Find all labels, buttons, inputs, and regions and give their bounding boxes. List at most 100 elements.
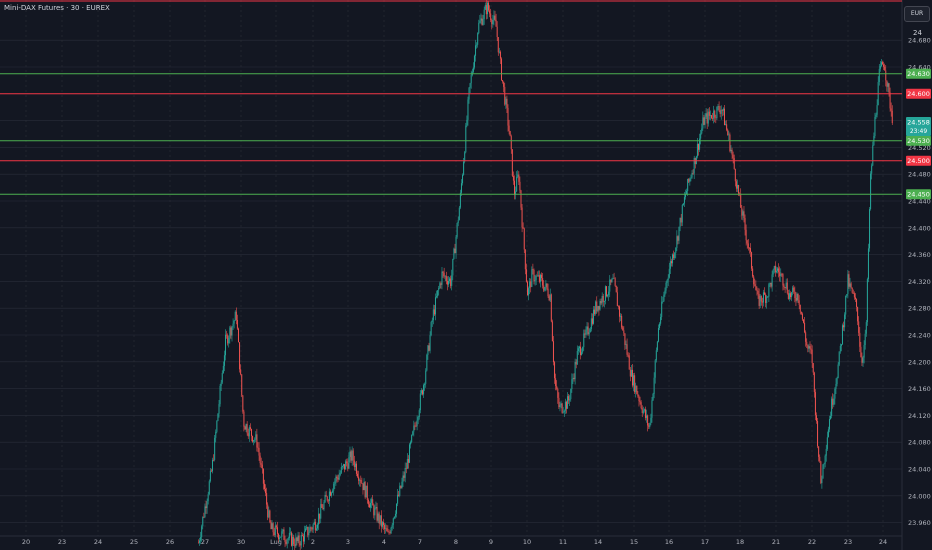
- candle-body: [771, 274, 773, 287]
- candle-body: [510, 136, 512, 150]
- candle-body: [887, 83, 889, 87]
- candle-body: [838, 351, 840, 365]
- candle-body: [328, 491, 330, 501]
- candle-body: [473, 55, 475, 68]
- candle-body: [787, 293, 789, 299]
- candle-body: [747, 243, 749, 248]
- candle-body: [727, 129, 729, 136]
- candle-body: [506, 98, 508, 108]
- y-tick-label: 24.200: [908, 358, 931, 366]
- candle-body: [770, 282, 772, 287]
- candle-body: [335, 476, 337, 482]
- candle-body: [322, 507, 324, 510]
- x-tick-label: 30: [237, 538, 245, 546]
- candle-body: [799, 304, 801, 312]
- candle-body: [387, 531, 389, 532]
- candle-body: [464, 152, 466, 162]
- candle-body: [419, 393, 421, 411]
- candle-body: [389, 532, 391, 534]
- candle-body: [310, 527, 312, 529]
- candle-body: [581, 352, 583, 355]
- candle-body: [569, 399, 571, 401]
- candle-body: [253, 439, 255, 442]
- candle-body: [886, 80, 888, 87]
- candle-body: [811, 349, 813, 364]
- candle-body: [299, 543, 301, 546]
- y-tick-label: 24.280: [908, 305, 931, 313]
- candle-body: [822, 464, 824, 479]
- candle-body: [805, 332, 807, 342]
- candle-body: [874, 116, 876, 137]
- candle-body: [417, 417, 419, 421]
- candle-body: [296, 537, 298, 542]
- candle-body: [647, 415, 649, 426]
- x-tick-label: 11: [559, 538, 567, 546]
- candle-body: [287, 538, 289, 540]
- candle-body: [288, 532, 290, 539]
- candle-body: [839, 345, 841, 352]
- y-tick-label: 24.480: [908, 171, 931, 179]
- candle-body: [323, 502, 325, 510]
- candle-body: [530, 281, 532, 287]
- candle-body: [678, 226, 680, 241]
- candle-body: [615, 285, 617, 293]
- candle-body: [376, 506, 378, 521]
- candle-body: [674, 252, 676, 258]
- candle-body: [584, 333, 586, 335]
- candle-body: [405, 467, 407, 469]
- candle-body: [396, 503, 398, 514]
- candle-body: [371, 499, 373, 503]
- candle-body: [365, 485, 367, 498]
- candle-body: [492, 19, 494, 25]
- candle-body: [249, 427, 251, 430]
- candle-body: [782, 274, 784, 286]
- candle-body: [832, 398, 834, 405]
- candle-body: [614, 278, 616, 286]
- candle-body: [418, 410, 420, 418]
- candle-body: [359, 479, 361, 481]
- candle-body: [851, 287, 853, 293]
- candle-body: [332, 490, 334, 493]
- candle-body: [397, 494, 399, 504]
- candle-body: [712, 118, 714, 119]
- candle-body: [301, 535, 303, 536]
- candle-body: [260, 463, 262, 465]
- candle-body: [429, 335, 431, 351]
- candle-body: [786, 282, 788, 294]
- candle-body: [315, 528, 317, 531]
- candle-body: [202, 516, 204, 527]
- candle-body: [620, 315, 622, 317]
- horizontal-levels[interactable]: 24.630 24.600 24.530 24.500 24.450: [0, 0, 931, 200]
- candle-body: [729, 134, 731, 152]
- candle-body: [462, 174, 464, 184]
- candle-body: [644, 409, 646, 418]
- candle-body: [258, 448, 260, 456]
- candle-body: [825, 448, 827, 456]
- candle-body: [869, 209, 871, 249]
- candle-body: [561, 403, 563, 413]
- x-tick-label: 23: [844, 538, 852, 546]
- candle-body: [742, 211, 744, 216]
- candle-body: [297, 535, 299, 542]
- candle-body: [324, 495, 326, 503]
- candle-body: [885, 70, 887, 81]
- candle-body: [240, 369, 242, 375]
- candle-body: [651, 400, 653, 418]
- candle-body: [447, 280, 449, 285]
- x-tick-label: 23: [58, 538, 66, 546]
- currency-button[interactable]: EUR: [904, 6, 930, 22]
- candle-body: [538, 275, 540, 282]
- y-tick-label: 24.240: [908, 332, 931, 340]
- x-tick-label: 24: [94, 538, 102, 546]
- candle-body: [720, 109, 722, 114]
- candle-body: [860, 346, 862, 358]
- y-tick-label: 24.120: [908, 412, 931, 420]
- candle-body: [475, 45, 477, 56]
- candle-body: [600, 300, 602, 304]
- candle-body: [388, 531, 390, 533]
- candle-body: [872, 145, 874, 166]
- y-tick-label: 24.360: [908, 251, 931, 259]
- candle-body: [824, 455, 826, 464]
- candle-body: [511, 149, 513, 177]
